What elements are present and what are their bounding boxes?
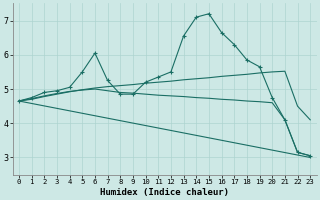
X-axis label: Humidex (Indice chaleur): Humidex (Indice chaleur) — [100, 188, 229, 197]
